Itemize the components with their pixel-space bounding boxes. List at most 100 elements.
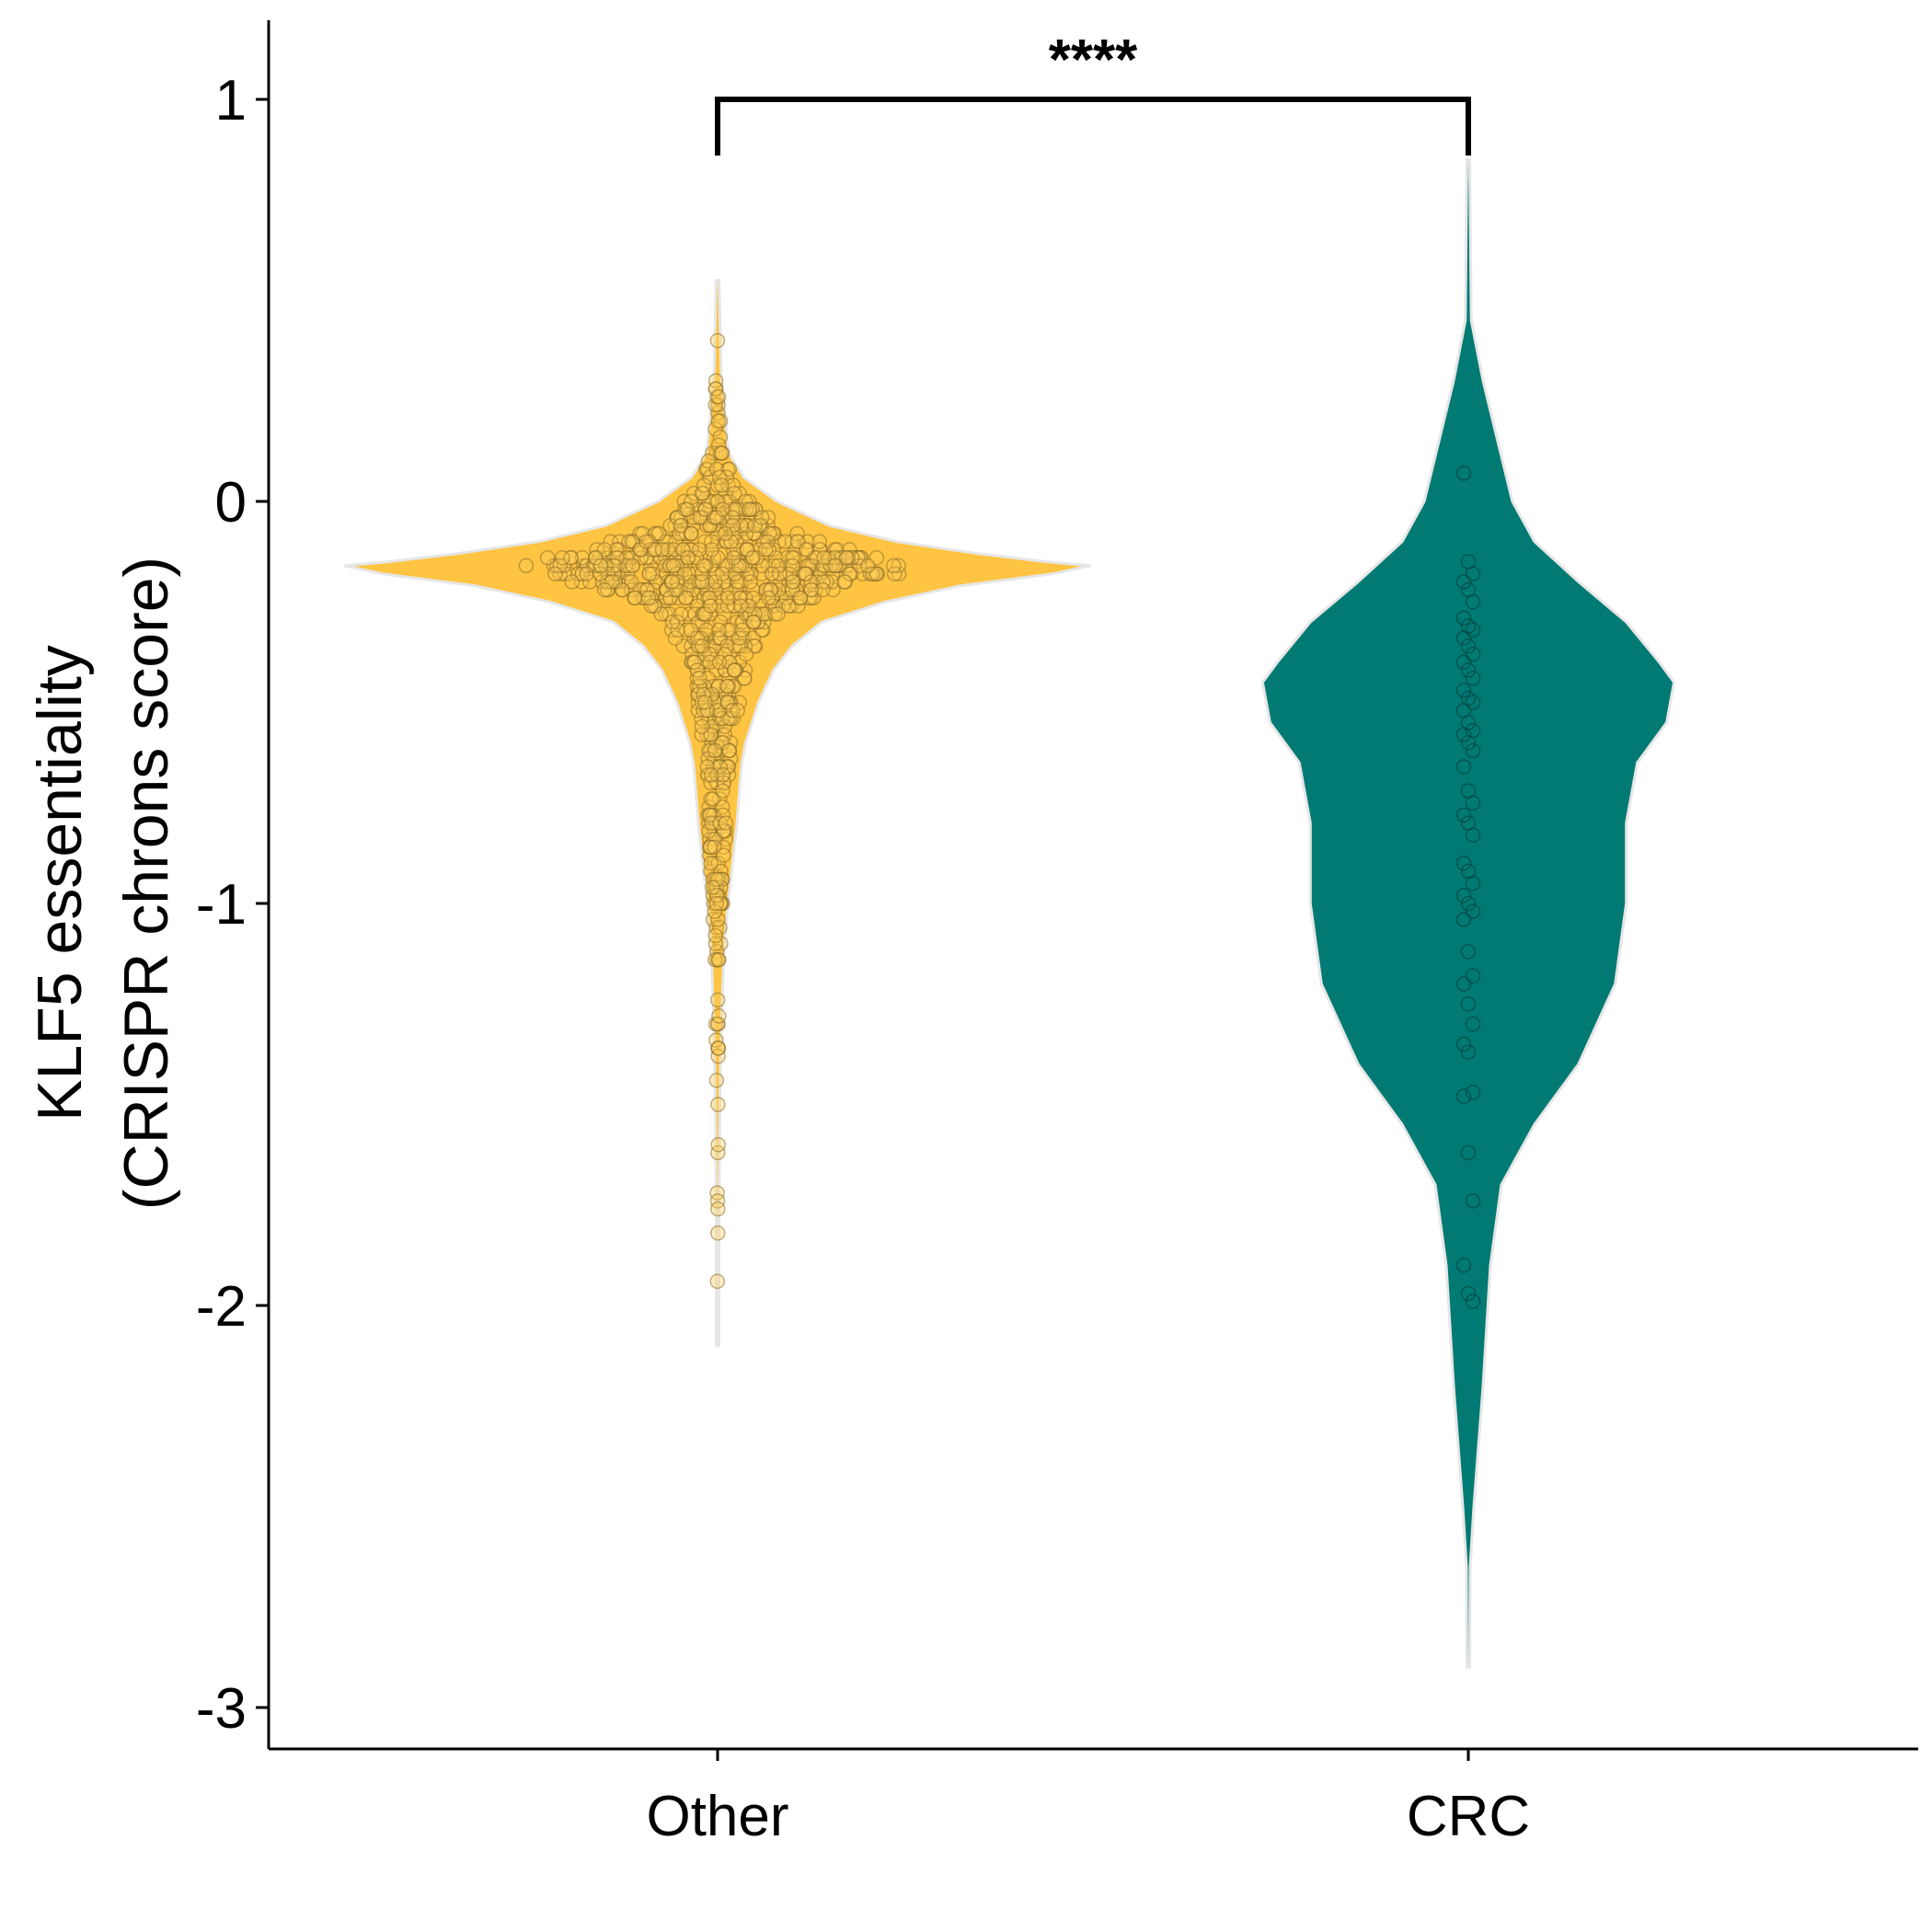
point-other: [710, 1201, 726, 1217]
point-other: [715, 501, 731, 517]
point-other: [669, 574, 685, 590]
point-other: [669, 581, 685, 598]
point-other: [734, 622, 751, 638]
point-crc: [1460, 1044, 1477, 1060]
point-other: [719, 759, 736, 775]
point-other: [709, 1225, 726, 1241]
point-other: [717, 646, 732, 662]
point-other: [726, 549, 742, 566]
point-other: [739, 542, 755, 558]
x-tick-label-other: Other: [646, 1785, 788, 1848]
point-other: [673, 606, 689, 622]
point-crc: [1460, 996, 1477, 1012]
point-other: [710, 1048, 726, 1064]
point-other: [707, 381, 723, 397]
point-other: [689, 662, 705, 678]
y-tick-label: 0: [215, 471, 247, 535]
point-other: [710, 871, 726, 888]
point-other: [714, 445, 730, 461]
point-other: [684, 525, 699, 542]
point-other: [703, 856, 719, 871]
point-other: [692, 510, 708, 525]
point-other: [727, 638, 742, 654]
point-other: [815, 574, 831, 590]
point-other: [742, 501, 758, 517]
point-other: [708, 895, 724, 912]
point-crc: [1460, 662, 1477, 678]
point-other: [708, 1073, 725, 1088]
point-other: [699, 759, 716, 775]
point-other: [707, 373, 724, 389]
point-crc: [1455, 1088, 1472, 1105]
point-other: [710, 1144, 726, 1161]
point-other: [713, 936, 729, 951]
point-crc: [1455, 976, 1472, 992]
point-other: [725, 702, 741, 719]
point-other: [705, 880, 720, 895]
point-crc: [1455, 610, 1472, 626]
point-crc: [1455, 654, 1472, 671]
point-other: [564, 574, 581, 590]
point-other: [555, 549, 570, 566]
point-other: [842, 566, 857, 581]
point-other: [711, 1008, 727, 1024]
point-crc: [1460, 1144, 1477, 1161]
point-other: [785, 574, 800, 590]
point-other: [770, 606, 786, 622]
point-other: [640, 590, 657, 606]
point-other: [683, 622, 699, 638]
y-axis-title-line1: KLF5 essentiality: [25, 645, 95, 1121]
point-other: [758, 581, 774, 598]
point-other: [684, 493, 699, 510]
point-crc: [1465, 622, 1481, 638]
point-other: [745, 614, 762, 630]
point-other: [709, 493, 726, 510]
point-other: [710, 1136, 726, 1153]
point-other: [718, 525, 733, 542]
point-crc: [1465, 1085, 1481, 1100]
point-other: [709, 1193, 726, 1209]
point-other: [709, 1185, 725, 1201]
point-crc: [1465, 1016, 1481, 1032]
point-other: [803, 581, 820, 598]
point-other: [714, 710, 730, 727]
significance-bracket: [715, 97, 1471, 156]
point-crc: [1465, 827, 1481, 843]
y-tick-label: -2: [196, 1275, 247, 1339]
point-crc: [1465, 795, 1481, 811]
point-crc: [1465, 1193, 1481, 1209]
point-crc: [1460, 1285, 1477, 1302]
point-other: [723, 534, 739, 549]
point-other: [726, 662, 742, 678]
point-other: [785, 558, 800, 574]
point-other: [745, 549, 761, 566]
points-layer: [518, 332, 1481, 1309]
point-other: [663, 622, 680, 638]
point-other: [715, 766, 730, 783]
point-other: [679, 501, 696, 517]
point-other: [819, 574, 834, 590]
point-other: [708, 888, 725, 903]
point-crc: [1465, 671, 1481, 686]
point-other: [743, 566, 759, 581]
point-other: [722, 654, 738, 671]
point-crc: [1465, 646, 1481, 662]
point-other: [708, 461, 725, 477]
point-other: [654, 542, 671, 558]
point-other: [720, 590, 736, 606]
point-other: [711, 622, 727, 638]
point-crc: [1465, 903, 1481, 919]
point-other: [758, 542, 774, 558]
point-other: [724, 510, 741, 525]
point-other: [711, 654, 728, 671]
point-crc: [1455, 466, 1472, 481]
point-crc: [1455, 888, 1472, 903]
point-crc: [1460, 734, 1477, 751]
point-other: [811, 534, 827, 549]
point-other: [865, 566, 880, 581]
point-other: [547, 566, 563, 581]
y-tick-label: -3: [196, 1677, 247, 1741]
point-crc: [1455, 1258, 1472, 1273]
y-tick-label: 1: [215, 69, 247, 132]
point-other: [712, 815, 728, 831]
